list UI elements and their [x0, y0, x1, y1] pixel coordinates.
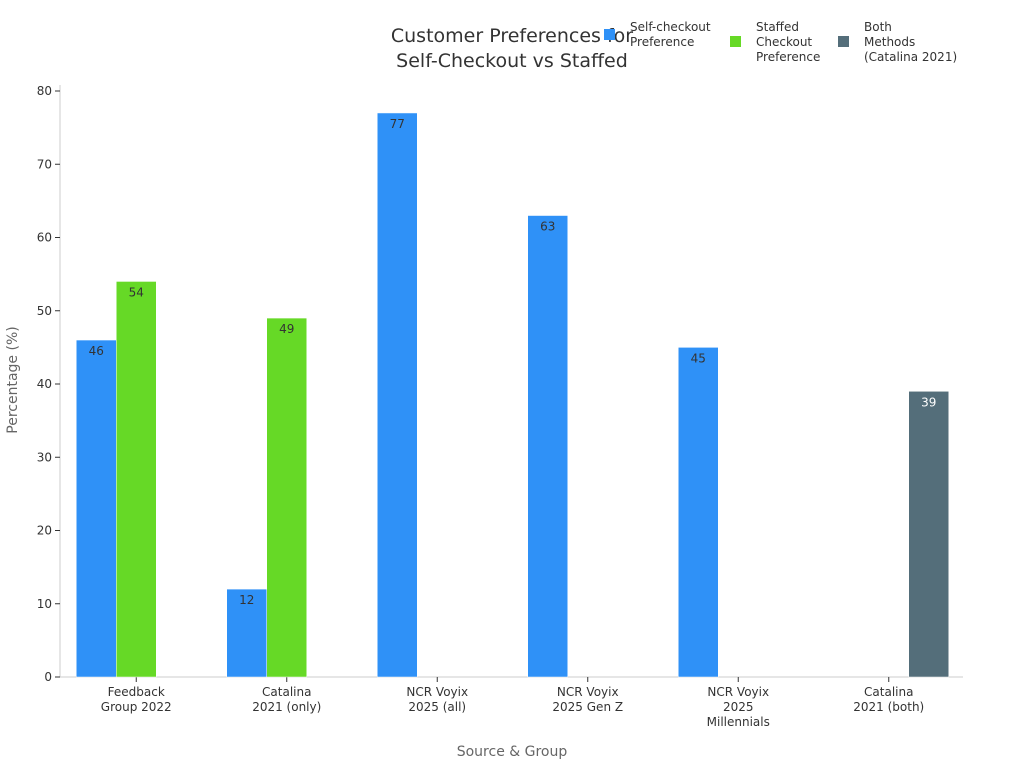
x-tick-label: Catalina 2021 (both)	[853, 685, 924, 714]
y-tick-label: 30	[37, 450, 52, 464]
data-label: 46	[89, 344, 104, 358]
x-tick-label: Feedback Group 2022	[101, 685, 172, 714]
bar	[266, 317, 307, 678]
x-tick-label: NCR Voyix 2025 Gen Z	[552, 685, 623, 714]
legend-label: Staffed Checkout Preference	[756, 20, 820, 64]
y-tick-label: 20	[37, 524, 52, 538]
bar	[908, 391, 949, 678]
bar	[527, 215, 568, 678]
y-tick-label: 40	[37, 377, 52, 391]
legend-swatch	[604, 29, 615, 40]
y-axis-title: Percentage (%)	[5, 326, 21, 433]
bar	[678, 347, 719, 678]
y-tick-label: 50	[37, 304, 52, 318]
bar	[116, 281, 157, 678]
bar	[76, 339, 117, 678]
bar	[226, 588, 267, 678]
x-tick-label: Catalina 2021 (only)	[252, 685, 321, 714]
data-label: 49	[279, 322, 294, 336]
chart-title: Customer Preferences for Self-Checkout vs…	[391, 25, 633, 72]
y-tick-label: 80	[37, 84, 52, 98]
data-label: 54	[129, 285, 144, 299]
data-label: 45	[691, 351, 706, 365]
x-tick-label: NCR Voyix 2025 Millennials	[707, 685, 770, 729]
data-label: 63	[540, 220, 555, 234]
legend-swatch	[838, 36, 849, 47]
y-tick-label: 70	[37, 157, 52, 171]
data-label: 39	[921, 395, 936, 409]
legend-label: Self-checkout Preference	[630, 20, 711, 49]
y-tick-label: 10	[37, 597, 52, 611]
legend-swatch	[730, 36, 741, 47]
y-tick-label: 60	[37, 231, 52, 245]
data-label: 12	[239, 593, 254, 607]
y-tick-label: 0	[44, 670, 52, 684]
x-axis-title: Source & Group	[457, 744, 568, 760]
x-tick-label: NCR Voyix 2025 (all)	[406, 685, 468, 714]
data-label: 77	[390, 117, 405, 131]
legend-label: Both Methods (Catalina 2021)	[864, 20, 957, 64]
bar	[377, 112, 418, 678]
